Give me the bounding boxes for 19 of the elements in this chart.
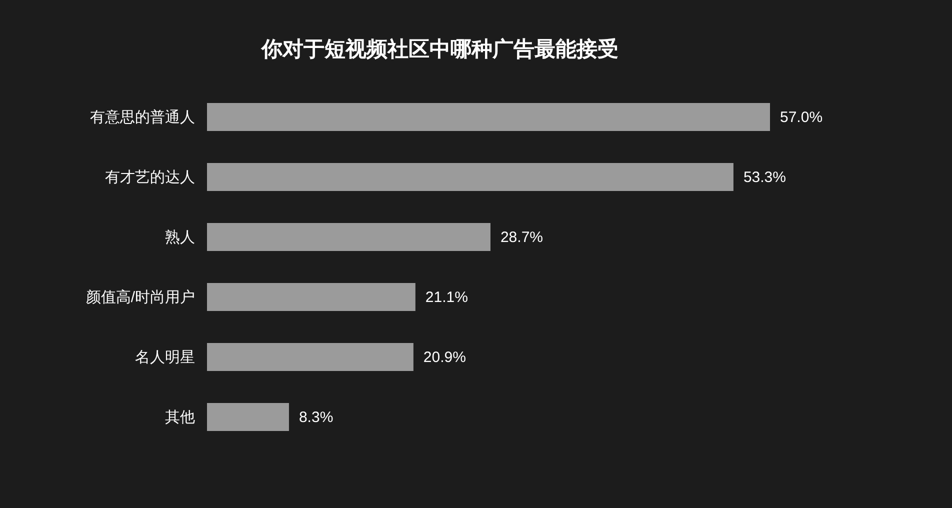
y-tick-label: 颜值高/时尚用户 <box>86 289 195 306</box>
data-label: 53.3% <box>743 169 786 186</box>
bar <box>207 223 490 251</box>
y-tick-label: 名人明星 <box>135 349 195 366</box>
y-tick-label: 其他 <box>165 409 195 426</box>
bar <box>207 343 414 371</box>
bar <box>207 163 734 191</box>
bar <box>207 103 770 131</box>
y-tick-label: 熟人 <box>165 229 195 246</box>
data-label: 20.9% <box>423 349 466 366</box>
y-tick-label: 有意思的普通人 <box>90 109 195 126</box>
chart-title: 你对于短视频社区中哪种广告最能接受 <box>260 37 618 61</box>
bar <box>207 403 289 431</box>
data-label: 8.3% <box>298 409 334 426</box>
y-tick-label: 有才艺的达人 <box>105 169 195 186</box>
data-label: 57.0% <box>780 109 823 126</box>
data-label: 21.1% <box>425 289 468 306</box>
bar <box>207 283 416 311</box>
data-label: 28.7% <box>500 229 544 246</box>
